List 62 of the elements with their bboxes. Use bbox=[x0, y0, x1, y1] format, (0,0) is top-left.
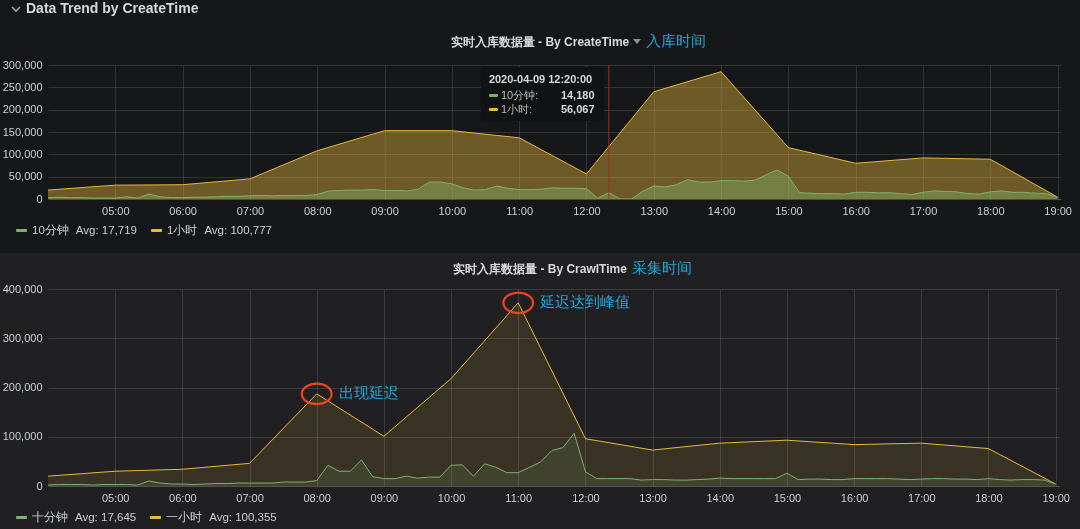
x-tick-label: 12:00 bbox=[573, 204, 601, 217]
x-tick-label: 15:00 bbox=[775, 204, 803, 217]
x-tick-label: 11:00 bbox=[506, 204, 534, 217]
x-tick-label: 17:00 bbox=[908, 491, 936, 504]
y-tick-label: 250,000 bbox=[2, 80, 43, 93]
y-tick-label: 0 bbox=[36, 479, 43, 492]
x-tick-label: 05:00 bbox=[101, 491, 130, 504]
legend-label: 十分钟 bbox=[32, 510, 68, 524]
x-tick-label: 08:00 bbox=[303, 491, 331, 504]
text: Avg: 17,645 bbox=[75, 510, 137, 524]
x-tick-label: 08:00 bbox=[303, 204, 332, 217]
x-tick-label: 06:00 bbox=[169, 204, 197, 217]
x-tick-label: 05:00 bbox=[102, 204, 130, 217]
y-tick-label: 300,000 bbox=[2, 58, 43, 71]
x-tick-label: 09:00 bbox=[370, 491, 399, 504]
x-tick-label: 09:00 bbox=[371, 204, 399, 217]
y-tick-label: 100,000 bbox=[2, 430, 43, 443]
y-tick-label: 200,000 bbox=[2, 103, 43, 116]
chart-title: 实时入库数据量 - By CreateTime bbox=[450, 35, 630, 49]
text: 入库时间 bbox=[646, 32, 707, 50]
x-tick-label: 18:00 bbox=[977, 204, 1005, 217]
annotation: 出现延迟 bbox=[338, 383, 399, 401]
text: Avg: 100,355 bbox=[209, 510, 277, 524]
y-tick-label: 400,000 bbox=[2, 282, 43, 295]
x-tick-label: 16:00 bbox=[842, 204, 870, 217]
y-tick-label: 150,000 bbox=[2, 125, 43, 138]
x-tick-label: 07:00 bbox=[236, 204, 265, 217]
y-tick-label: 200,000 bbox=[2, 381, 43, 393]
text: Avg: 17,719 bbox=[75, 223, 137, 237]
text: 采集时间 bbox=[631, 259, 692, 277]
x-tick-label: 06:00 bbox=[169, 491, 197, 504]
x-tick-label: 14:00 bbox=[707, 204, 736, 217]
x-tick-label: 14:00 bbox=[706, 491, 735, 504]
annotation: 1小时: bbox=[500, 102, 534, 116]
x-tick-label: 17:00 bbox=[909, 204, 938, 217]
x-tick-label: 13:00 bbox=[640, 204, 669, 217]
x-tick-label: 11:00 bbox=[505, 491, 533, 504]
legend-label: 10分钟 bbox=[32, 223, 69, 237]
ref-line-label: 2020-04-09 12:20:00 bbox=[488, 72, 594, 86]
annotation: 延迟达到峰值 bbox=[539, 292, 631, 310]
legend-label: 一小时 bbox=[166, 510, 203, 524]
annotation: 56,067 bbox=[560, 102, 595, 116]
x-tick-label: 19:00 bbox=[1044, 204, 1072, 217]
x-tick-label: 12:00 bbox=[572, 491, 600, 504]
y-tick-label: 100,000 bbox=[2, 147, 43, 160]
y-tick-label: 0 bbox=[36, 192, 43, 205]
x-tick-label: 16:00 bbox=[840, 491, 869, 504]
y-tick-label: 300,000 bbox=[2, 331, 43, 344]
annotation: 10分钟: bbox=[500, 88, 540, 102]
annotation: 14,180 bbox=[560, 88, 595, 102]
x-tick-label: 13:00 bbox=[639, 491, 667, 504]
text: Avg: 100,777 bbox=[204, 223, 272, 237]
x-tick-label: 19:00 bbox=[1042, 491, 1070, 504]
x-tick-label: 07:00 bbox=[236, 491, 264, 504]
text: Data Trend by CreateTime bbox=[26, 0, 199, 17]
x-tick-label: 10:00 bbox=[437, 491, 466, 504]
x-tick-label: 18:00 bbox=[975, 491, 1003, 504]
y-tick-label: 50,000 bbox=[8, 170, 43, 183]
x-tick-label: 10:00 bbox=[438, 204, 467, 217]
x-tick-label: 15:00 bbox=[773, 491, 802, 504]
chart-title: 实时入库数据量 - By CrawlTime bbox=[453, 262, 627, 276]
legend-label: 1小时 bbox=[166, 223, 198, 237]
